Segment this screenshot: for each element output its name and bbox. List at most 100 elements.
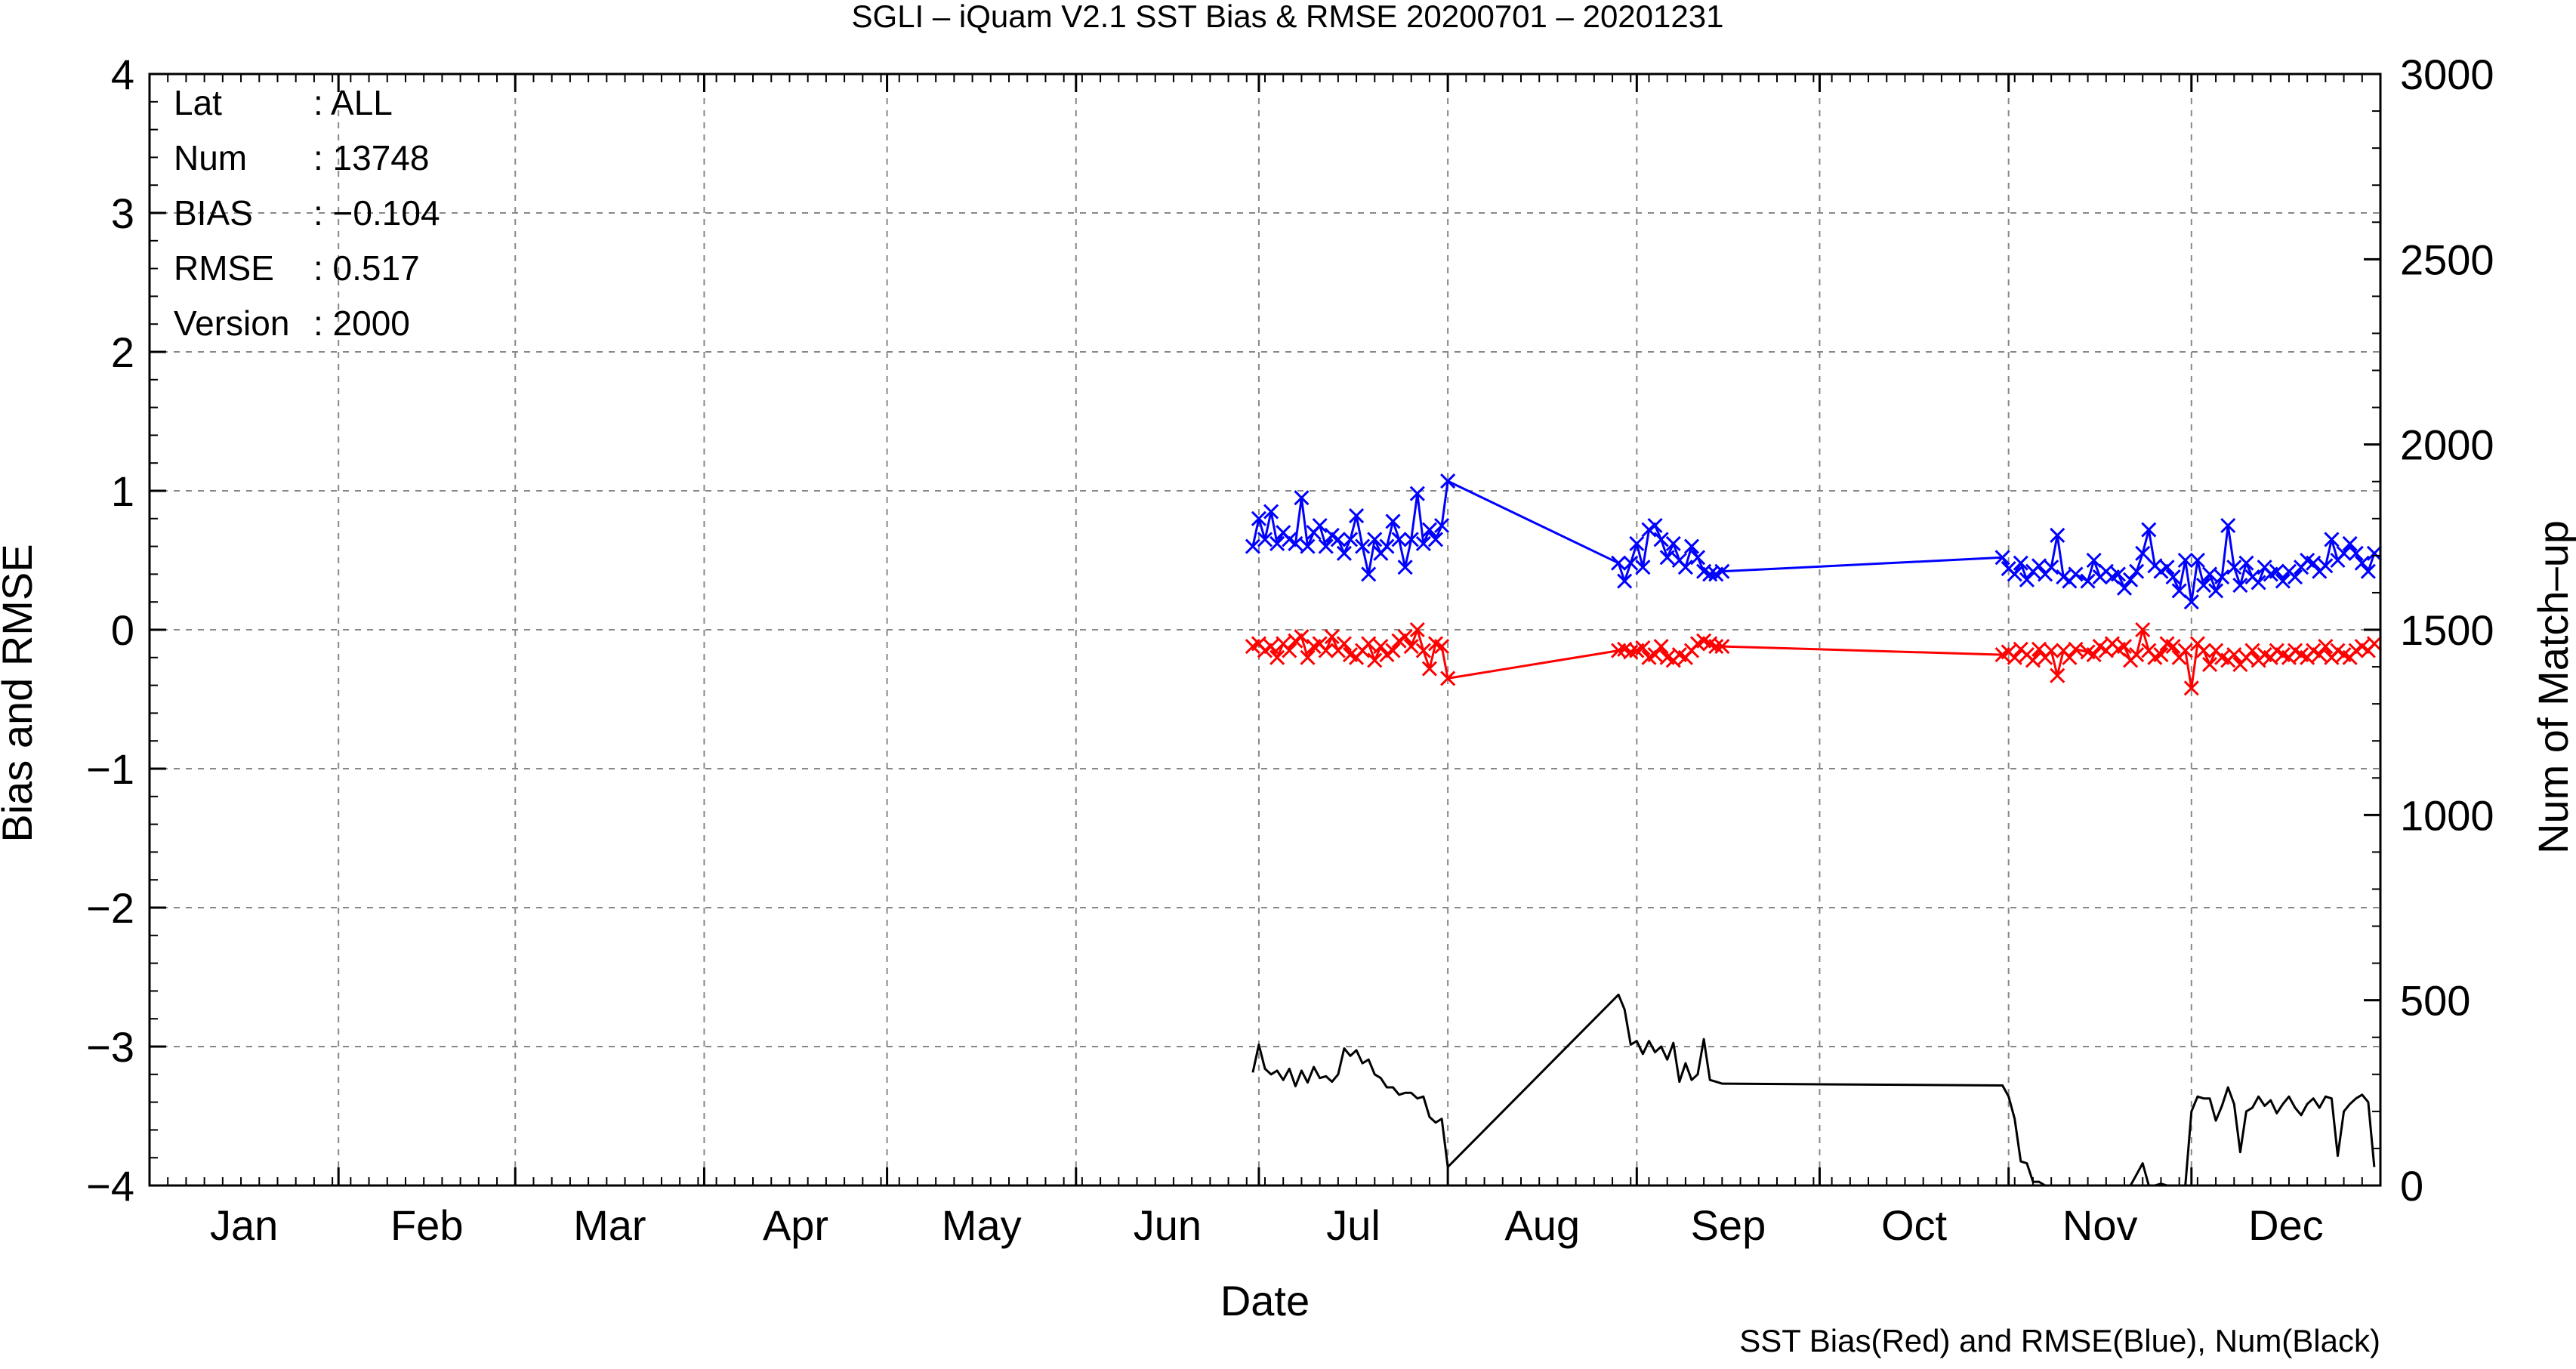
data-point-bias xyxy=(1708,639,1724,655)
x-tick-label: Feb xyxy=(390,1201,464,1249)
data-point-rmse xyxy=(2238,555,2254,571)
data-point-rmse xyxy=(1617,573,1633,589)
data-point-bias xyxy=(2226,647,2242,663)
data-point-rmse xyxy=(2007,566,2022,582)
data-point-rmse xyxy=(2110,566,2127,582)
stats-key-num: Num xyxy=(174,138,247,177)
data-point-bias xyxy=(1647,647,1663,663)
data-point-rmse xyxy=(1714,563,1730,579)
y-tick-label: −3 xyxy=(86,1023,134,1071)
data-point-rmse xyxy=(2336,545,2352,561)
data-point-rmse xyxy=(2116,580,2133,596)
data-point-rmse xyxy=(1433,517,1450,534)
data-point-rmse xyxy=(1665,535,1681,551)
x-tick-label: Oct xyxy=(1881,1201,1948,1249)
y2-tick-label: 2500 xyxy=(2400,236,2494,283)
data-point-bias xyxy=(2050,668,2065,683)
data-point-rmse xyxy=(1312,517,1328,534)
stats-value-bias: : −0.104 xyxy=(313,193,440,233)
data-point-rmse xyxy=(1251,510,1266,526)
x-tick-label: Apr xyxy=(763,1201,828,1249)
data-point-rmse xyxy=(1367,532,1383,547)
data-point-rmse xyxy=(1653,532,1669,547)
data-point-rmse xyxy=(2324,532,2340,547)
data-point-rmse xyxy=(2354,555,2370,571)
data-point-bias xyxy=(2068,641,2084,657)
data-point-rmse xyxy=(1269,535,1285,551)
data-point-bias xyxy=(2129,647,2145,663)
data-point-rmse xyxy=(2251,575,2266,590)
data-point-rmse xyxy=(2208,583,2224,599)
data-point-bias xyxy=(1263,639,1279,655)
data-point-bias xyxy=(1318,643,1334,658)
data-point-rmse xyxy=(2019,572,2035,587)
data-point-bias xyxy=(1440,671,1456,686)
data-point-bias xyxy=(2153,647,2169,663)
data-point-rmse xyxy=(2129,563,2145,579)
y-tick-label: 4 xyxy=(111,51,134,98)
data-point-rmse xyxy=(2165,569,2181,585)
data-point-rmse xyxy=(2068,566,2084,582)
data-point-bias xyxy=(2025,652,2041,668)
chart-title: SGLI – iQuam V2.1 SST Bias & RMSE 202007… xyxy=(852,0,1724,34)
data-point-bias xyxy=(2044,643,2059,658)
data-point-rmse xyxy=(2080,573,2096,589)
series-line-num xyxy=(1251,993,2376,1187)
stats-box: Lat : ALL Num : 13748 BIAS : −0.104 RMSE… xyxy=(174,83,440,343)
data-point-bias xyxy=(2031,641,2047,657)
y-tick-label: 1 xyxy=(111,467,134,515)
data-point-bias xyxy=(1653,639,1669,655)
y-tick-label: 2 xyxy=(111,328,134,376)
x-axis-tick-labels: Jan Feb Mar Apr May Jun Jul Aug Sep Oct Nov Dec xyxy=(210,1201,2324,1249)
data-point-bias xyxy=(1324,629,1340,645)
data-point-rmse xyxy=(2141,522,2157,538)
x-tick-label: Nov xyxy=(2062,1201,2138,1249)
x-tick-label: Jan xyxy=(210,1201,278,1249)
data-point-rmse xyxy=(1415,535,1431,551)
data-point-rmse xyxy=(2348,545,2364,561)
data-point-bias xyxy=(2062,649,2078,665)
data-point-rmse xyxy=(1427,532,1444,547)
data-point-rmse xyxy=(1689,550,1706,566)
y2-tick-label: 500 xyxy=(2400,977,2470,1025)
data-point-bias xyxy=(1373,639,1389,655)
data-point-bias xyxy=(2201,656,2218,673)
data-point-rmse xyxy=(1421,522,1437,538)
data-point-rmse xyxy=(2031,558,2047,574)
data-point-rmse xyxy=(1409,486,1425,501)
data-point-rmse xyxy=(2171,583,2187,599)
data-point-rmse xyxy=(2306,555,2321,571)
y2-tick-label: 1000 xyxy=(2400,791,2494,839)
data-point-rmse xyxy=(1611,555,1627,571)
data-point-bias xyxy=(2086,647,2102,663)
x-tick-label: Jun xyxy=(1134,1201,1202,1249)
data-point-bias xyxy=(1397,629,1413,645)
data-point-rmse xyxy=(1397,560,1413,575)
data-point-bias xyxy=(1294,629,1310,645)
x-tick-label: Mar xyxy=(573,1201,646,1249)
data-point-bias xyxy=(2165,639,2181,655)
stats-value-lat: : ALL xyxy=(313,83,393,122)
data-point-rmse xyxy=(1336,545,1352,561)
stats-key-lat: Lat xyxy=(174,83,222,122)
data-point-bias xyxy=(1409,621,1425,638)
data-point-bias xyxy=(2318,639,2334,655)
data-point-bias xyxy=(1361,636,1377,652)
data-point-rmse xyxy=(2195,578,2212,594)
data-point-rmse xyxy=(1683,538,1700,554)
data-point-rmse xyxy=(1361,566,1377,582)
x-axis-label: Date xyxy=(1220,1277,1310,1324)
data-point-rmse xyxy=(1300,538,1316,554)
stats-value-version: : 2000 xyxy=(313,304,410,343)
data-point-rmse xyxy=(1994,550,2010,566)
stats-value-rmse: : 0.517 xyxy=(313,248,420,288)
data-point-rmse xyxy=(1245,538,1260,554)
x-tick-label: Aug xyxy=(1504,1201,1580,1249)
data-point-rmse xyxy=(2086,552,2102,569)
y2-tick-label: 1500 xyxy=(2400,606,2494,654)
stats-key-bias: BIAS xyxy=(174,193,253,233)
x-tick-label: Sep xyxy=(1691,1201,1766,1249)
y2-axis-label: Num of Match–up xyxy=(2529,520,2576,854)
data-point-bias xyxy=(2007,649,2022,665)
